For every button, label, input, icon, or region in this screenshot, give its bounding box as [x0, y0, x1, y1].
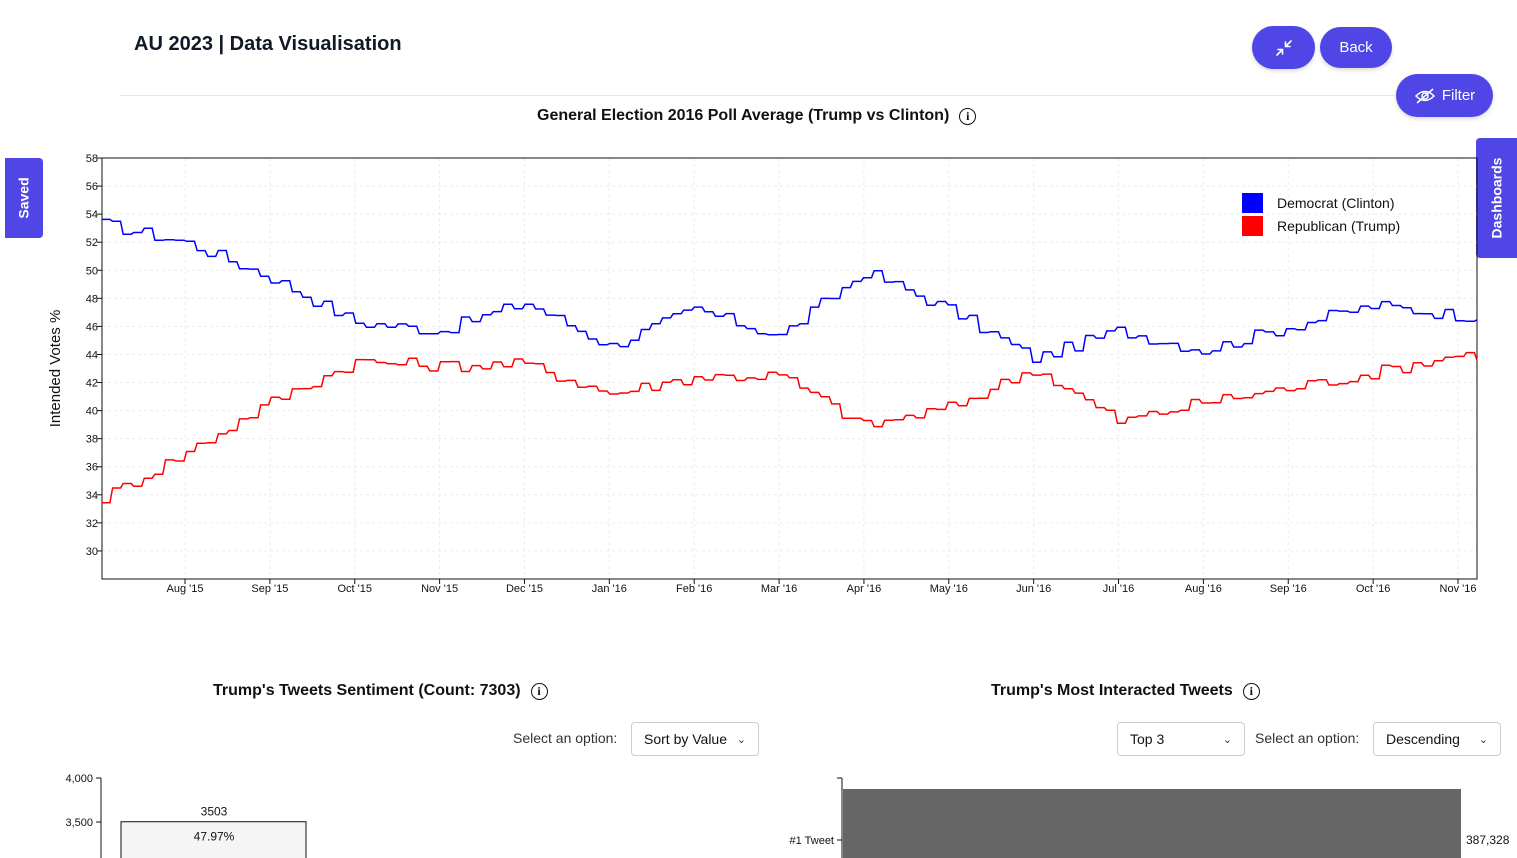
sentiment-bar-percent-label: 47.97%: [194, 830, 235, 844]
x-tick-label: Jul '16: [1103, 583, 1134, 595]
legend-swatch: [1242, 216, 1263, 236]
sentiment-bar-value-label: 3503: [201, 805, 228, 819]
sentiment-y-tick-label: 4,000: [65, 773, 93, 785]
y-tick-label: 34: [86, 490, 98, 502]
poll-chart-title: General Election 2016 Poll Average (Trum…: [537, 107, 977, 125]
x-tick-label: Aug '15: [167, 583, 204, 595]
interaction-chart-title: Trump's Most Interacted Tweets i: [991, 682, 1260, 700]
chevron-down-icon: ⌄: [1222, 733, 1232, 746]
y-tick-label: 54: [86, 209, 98, 221]
info-icon[interactable]: i: [959, 107, 977, 125]
y-tick-label: 42: [86, 378, 98, 390]
top-n-value: Top 3: [1130, 731, 1165, 747]
interaction-category-label: #1 Tweet: [790, 835, 834, 847]
series-line-republican: [102, 351, 1478, 504]
x-tick-label: Jun '16: [1016, 583, 1051, 595]
y-tick-label: 38: [86, 434, 98, 446]
x-tick-label: Sep '15: [251, 583, 288, 595]
x-tick-label: Aug '16: [1185, 583, 1222, 595]
legend-swatch: [1242, 193, 1263, 213]
interaction-select-label: Select an option:: [1255, 730, 1360, 746]
x-tick-label: May '16: [930, 583, 968, 595]
sentiment-chart-title-text: Trump's Tweets Sentiment (Count: 7303): [213, 682, 521, 699]
x-tick-label: Dec '15: [506, 583, 543, 595]
y-tick-label: 56: [86, 181, 98, 193]
eye-slash-icon: [1414, 87, 1435, 104]
interaction-bar: [843, 789, 1461, 858]
order-select[interactable]: Descending ⌄: [1373, 722, 1501, 756]
y-tick-label: 30: [86, 546, 98, 558]
saved-tab-label: Saved: [16, 177, 32, 219]
header-divider: [120, 95, 1395, 96]
chevron-down-icon: ⌄: [1478, 733, 1488, 746]
sentiment-sort-select[interactable]: Sort by Value ⌄: [631, 722, 759, 756]
y-tick-label: 36: [86, 462, 98, 474]
sentiment-y-tick-label: 3,500: [65, 817, 93, 829]
interaction-chart-title-text: Trump's Most Interacted Tweets: [991, 682, 1233, 699]
dashboards-tab[interactable]: Dashboards: [1476, 138, 1517, 258]
x-tick-label: Mar '16: [761, 583, 797, 595]
info-icon[interactable]: i: [1242, 682, 1260, 700]
plot-frame: [101, 157, 1478, 580]
x-tick-label: Oct '16: [1356, 583, 1391, 595]
y-tick-label: 46: [86, 321, 98, 333]
series-line-democrat: [102, 218, 1478, 363]
sentiment-bar: [120, 821, 307, 858]
y-tick-label: 44: [86, 349, 98, 361]
y-tick-label: 50: [86, 265, 98, 277]
collapse-arrows-icon: [1275, 39, 1292, 56]
top-n-select[interactable]: Top 3 ⌄: [1117, 722, 1245, 756]
y-tick-label: 52: [86, 237, 98, 249]
poll-chart-title-text: General Election 2016 Poll Average (Trum…: [537, 107, 950, 124]
saved-tab[interactable]: Saved: [5, 158, 43, 238]
legend-label: Democrat (Clinton): [1277, 195, 1394, 211]
y-axis-label: Intended Votes %: [47, 310, 64, 428]
dashboards-tab-label: Dashboards: [1488, 157, 1505, 239]
collapse-button[interactable]: [1252, 26, 1315, 69]
sentiment-sort-value: Sort by Value: [644, 731, 728, 747]
filter-button[interactable]: Filter: [1396, 74, 1493, 117]
y-tick-label: 32: [86, 518, 98, 530]
x-tick-label: Sep '16: [1270, 583, 1307, 595]
info-icon[interactable]: i: [530, 682, 548, 700]
sentiment-select-label: Select an option:: [513, 730, 618, 746]
x-tick-label: Nov '15: [421, 583, 458, 595]
x-tick-label: Feb '16: [676, 583, 712, 595]
back-button[interactable]: Back: [1320, 27, 1392, 68]
legend-label: Republican (Trump): [1277, 218, 1400, 234]
x-tick-label: Jan '16: [592, 583, 627, 595]
interaction-value-label: 387,328: [1466, 833, 1510, 847]
page-title: AU 2023 | Data Visualisation: [134, 33, 402, 55]
x-tick-label: Oct '15: [337, 583, 372, 595]
y-tick-label: 48: [86, 293, 98, 305]
back-label: Back: [1339, 39, 1373, 56]
y-tick-label: 58: [86, 153, 98, 165]
y-tick-label: 40: [86, 406, 98, 418]
sentiment-chart-title: Trump's Tweets Sentiment (Count: 7303) i: [213, 682, 548, 700]
x-tick-label: Apr '16: [847, 583, 882, 595]
filter-label: Filter: [1441, 87, 1476, 104]
x-tick-label: Nov '16: [1440, 583, 1477, 595]
order-value: Descending: [1386, 731, 1460, 747]
chevron-down-icon: ⌄: [736, 733, 746, 746]
